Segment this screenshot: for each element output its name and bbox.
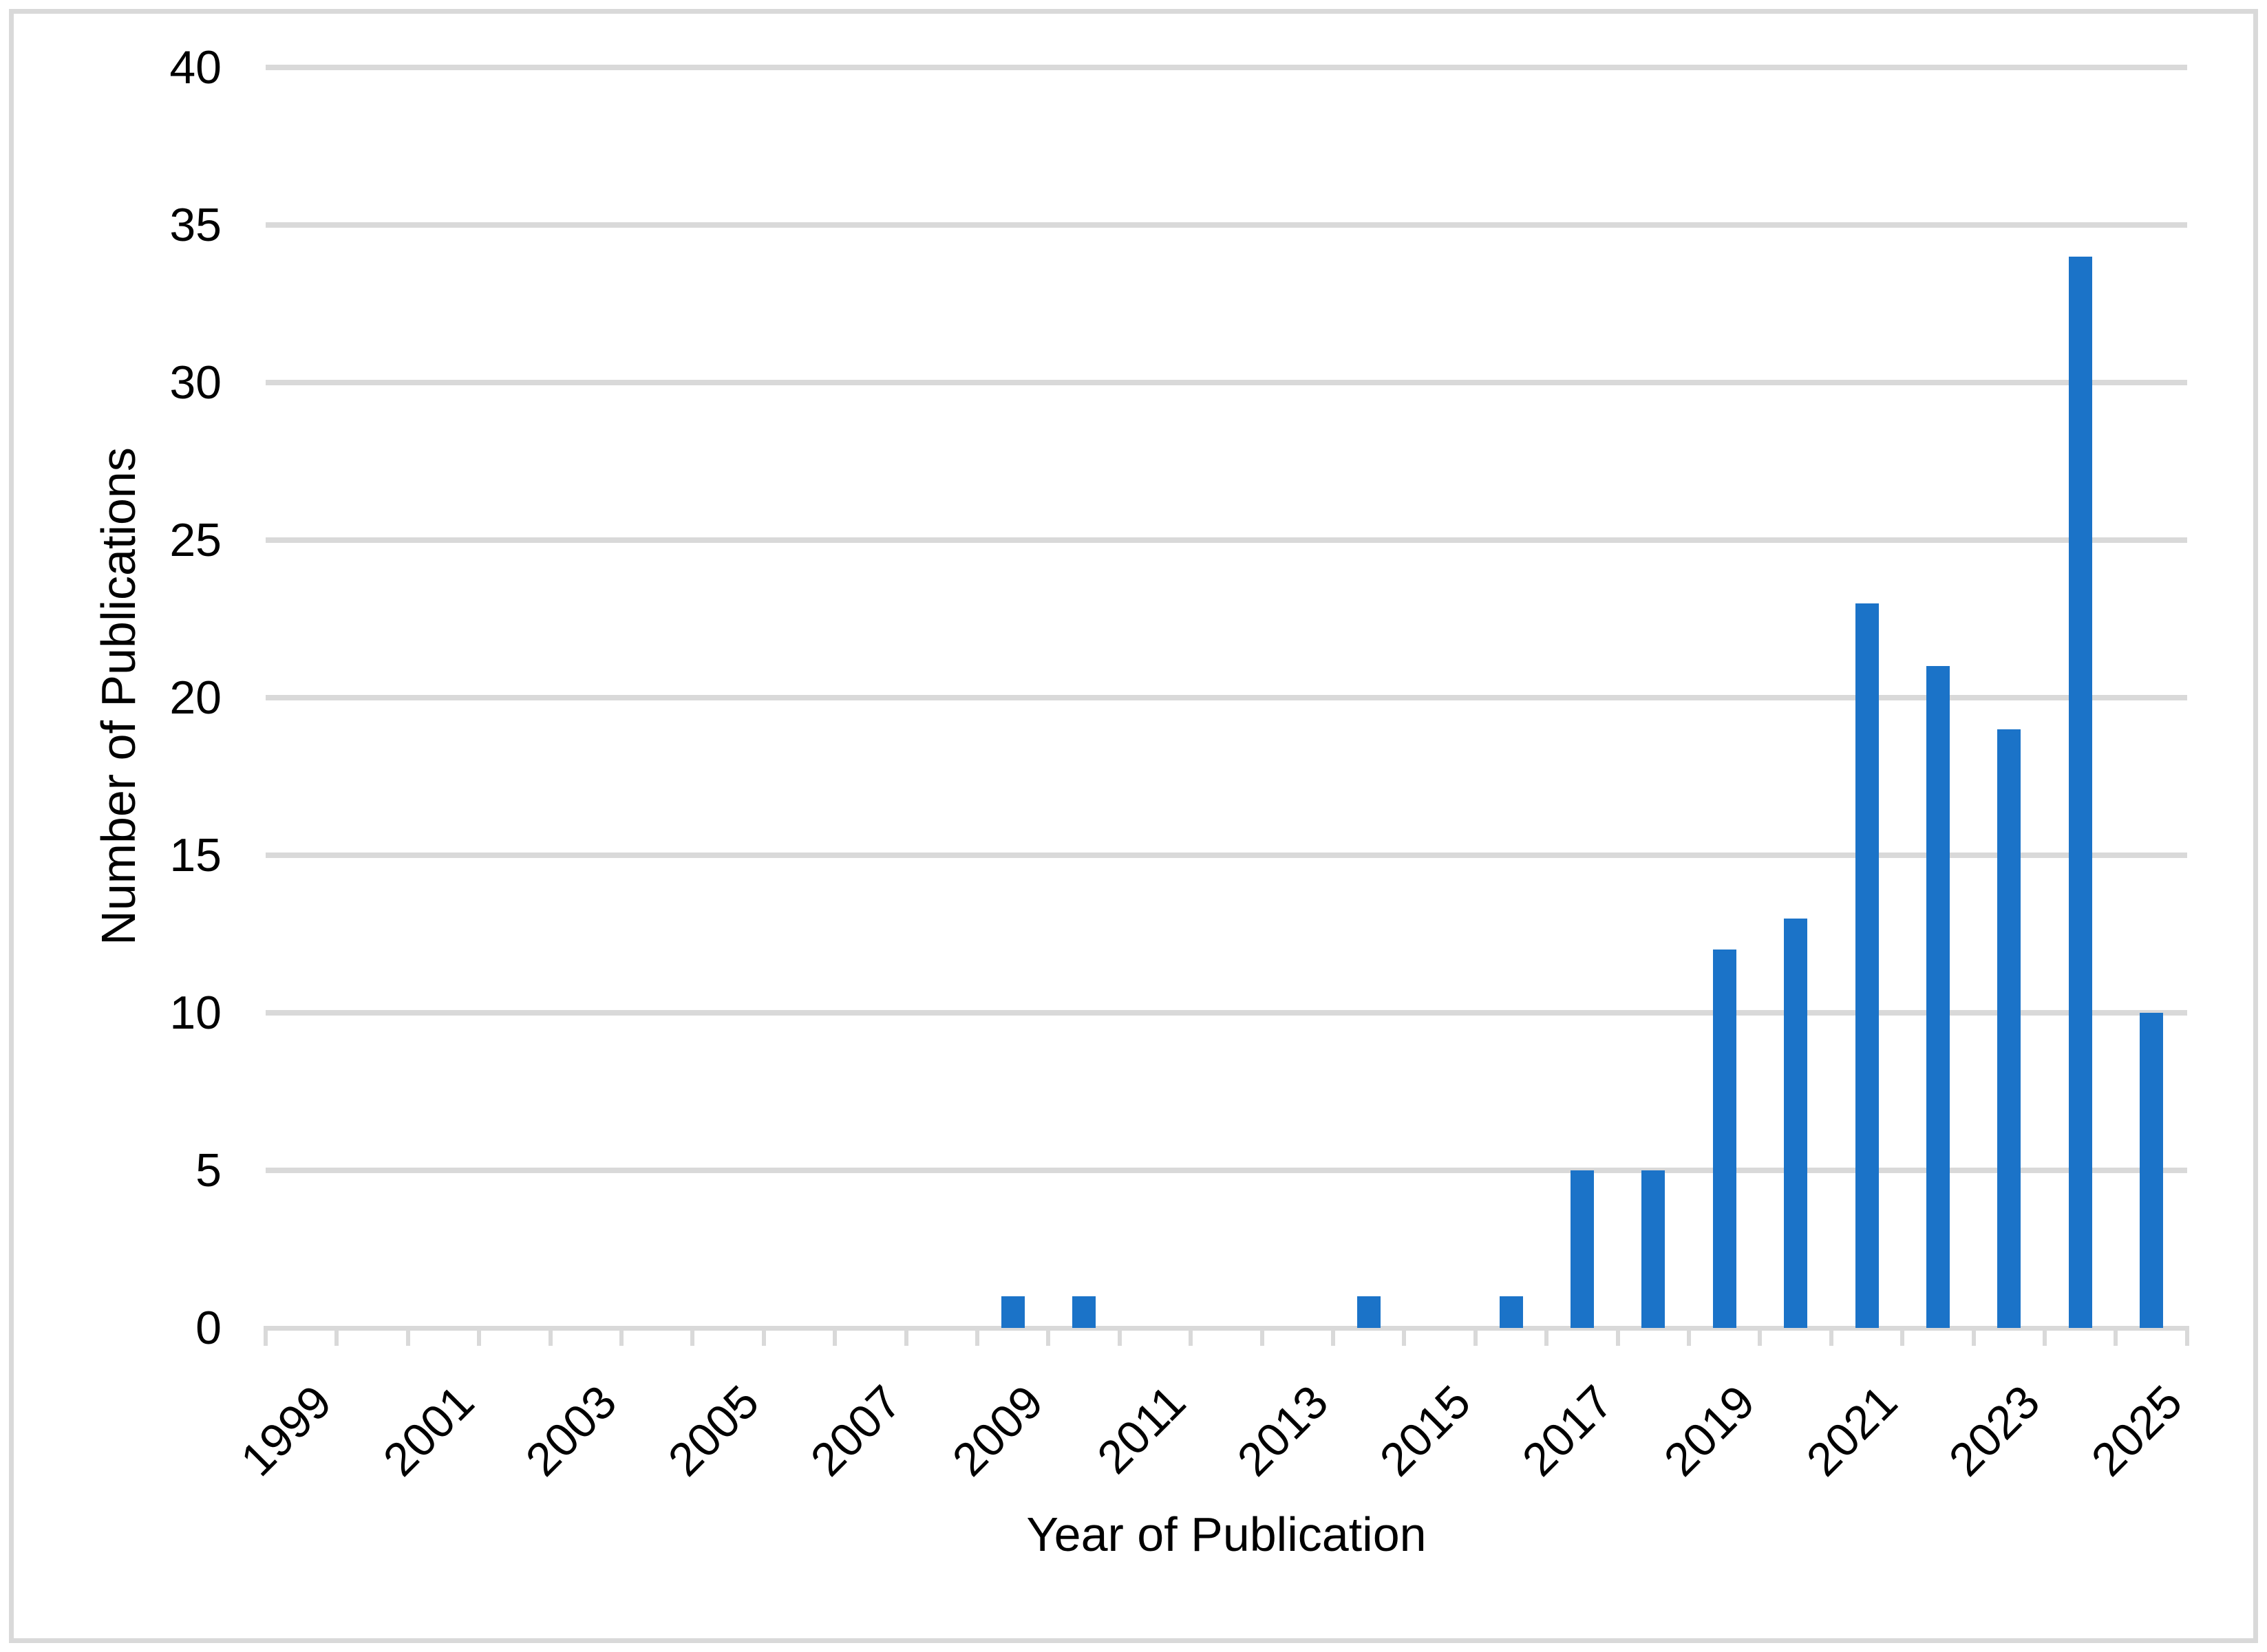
bar-2018: [1641, 1170, 1665, 1328]
x-axis-tick: [1473, 1326, 1478, 1346]
x-tick-label-2009: 2009: [942, 1375, 1054, 1486]
bar-2020: [1784, 918, 1808, 1328]
x-axis-tick: [2114, 1326, 2118, 1346]
gridline-35: [266, 222, 2187, 228]
gridline-10: [266, 1010, 2187, 1016]
x-axis-tick: [1829, 1326, 1833, 1346]
gridline-25: [266, 537, 2187, 543]
bar-2009: [1001, 1296, 1025, 1328]
x-tick-label-2017: 2017: [1512, 1375, 1623, 1486]
x-tick-label-2001: 2001: [373, 1375, 485, 1486]
y-tick-label-35: 35: [169, 199, 222, 251]
bar-2021: [1855, 603, 1879, 1328]
y-tick-label-40: 40: [169, 41, 222, 94]
bar-2024: [2068, 256, 2092, 1328]
x-axis-tick: [690, 1326, 695, 1346]
x-axis-title: Year of Publication: [1026, 1508, 1427, 1561]
x-axis-tick: [1900, 1326, 1905, 1346]
bar-2022: [1926, 666, 1950, 1328]
x-tick-label-2025: 2025: [2081, 1375, 2193, 1486]
x-axis-tick: [1615, 1326, 1620, 1346]
x-axis-tick: [1189, 1326, 1193, 1346]
x-tick-label-2015: 2015: [1370, 1375, 1481, 1486]
x-tick-label-2011: 2011: [1087, 1375, 1196, 1484]
bar-2017: [1570, 1170, 1594, 1328]
gridline-20: [266, 695, 2187, 700]
y-tick-label-5: 5: [195, 1144, 222, 1197]
y-tick-label-30: 30: [169, 356, 222, 409]
x-tick-label-2021: 2021: [1796, 1375, 1908, 1486]
x-axis-tick: [1117, 1326, 1122, 1346]
x-axis-tick: [1544, 1326, 1549, 1346]
bar-2019: [1712, 950, 1736, 1328]
x-axis-tick: [761, 1326, 766, 1346]
x-axis-tick: [1331, 1326, 1335, 1346]
bar-2023: [1997, 729, 2021, 1328]
x-tick-label-2005: 2005: [658, 1375, 769, 1486]
x-tick-label-1999: 1999: [231, 1375, 342, 1486]
x-axis-line: [266, 1326, 2187, 1331]
x-axis-tick: [1046, 1326, 1051, 1346]
x-axis-tick: [1758, 1326, 1763, 1346]
x-axis-tick: [1402, 1326, 1407, 1346]
gridline-5: [266, 1168, 2187, 1173]
y-axis-title: Number of Publications: [92, 447, 145, 945]
x-axis-tick: [2184, 1326, 2189, 1346]
x-axis-tick: [548, 1326, 553, 1346]
x-tick-label-2003: 2003: [515, 1375, 627, 1486]
bar-2025: [2140, 1013, 2164, 1328]
y-tick-label-0: 0: [195, 1302, 222, 1354]
y-tick-label-15: 15: [169, 829, 222, 881]
x-axis-tick: [1971, 1326, 1976, 1346]
x-axis-tick: [264, 1326, 268, 1346]
x-axis-tick: [1687, 1326, 1691, 1346]
x-axis-tick: [405, 1326, 410, 1346]
x-axis-tick: [1259, 1326, 1264, 1346]
x-tick-label-2013: 2013: [1227, 1375, 1339, 1486]
gridline-30: [266, 380, 2187, 385]
x-tick-label-2019: 2019: [1654, 1375, 1765, 1486]
y-tick-label-20: 20: [169, 672, 222, 724]
y-tick-label-25: 25: [169, 514, 222, 566]
bar-2010: [1072, 1296, 1096, 1328]
x-tick-label-2007: 2007: [800, 1375, 911, 1486]
gridline-40: [266, 65, 2187, 70]
x-axis-tick: [975, 1326, 979, 1346]
x-axis-tick: [619, 1326, 624, 1346]
x-tick-label-2023: 2023: [1939, 1375, 2050, 1486]
x-axis-tick: [904, 1326, 908, 1346]
x-axis-tick: [2043, 1326, 2047, 1346]
y-tick-label-10: 10: [169, 987, 222, 1039]
gridline-15: [266, 852, 2187, 858]
x-axis-tick: [833, 1326, 838, 1346]
x-axis-tick: [334, 1326, 339, 1346]
bar-2014: [1356, 1296, 1381, 1328]
bar-2016: [1499, 1296, 1523, 1328]
x-axis-tick: [477, 1326, 482, 1346]
